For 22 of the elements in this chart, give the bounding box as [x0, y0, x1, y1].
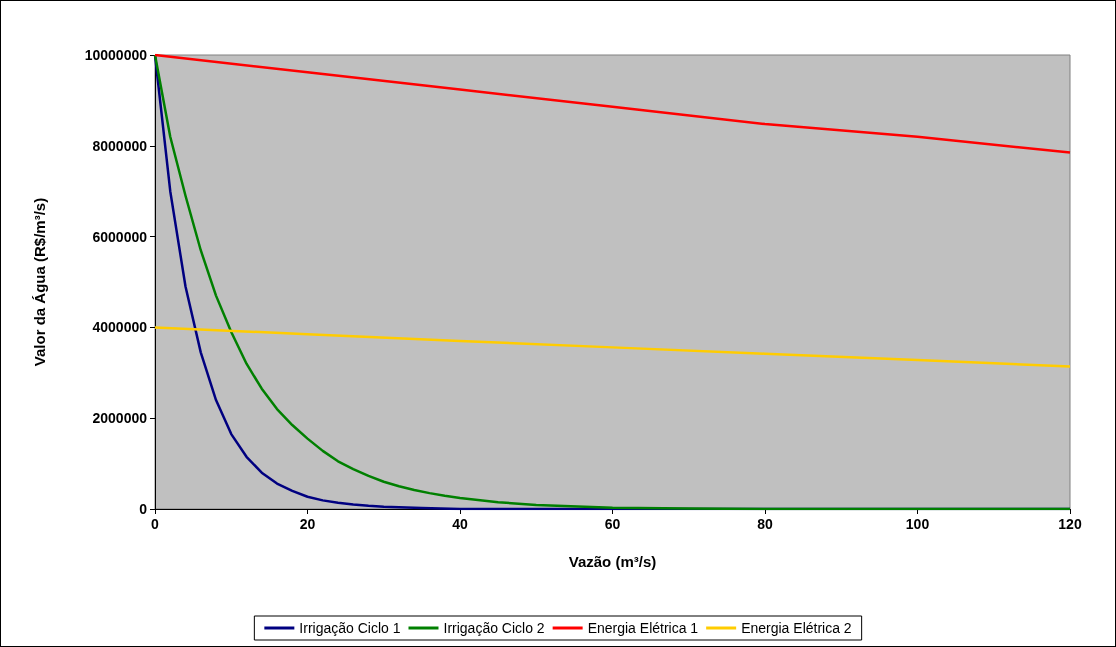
y-tick-label: 4000000 [92, 319, 148, 336]
x-axis-title: Vazão (m³/s) [568, 553, 657, 570]
x-tick-label: 40 [452, 516, 468, 532]
line-series [153, 326, 1072, 368]
y-tick-label: 6000000 [92, 228, 148, 245]
x-tick-label: 100 [905, 516, 930, 532]
y-tick-label: 2000000 [92, 410, 148, 427]
x-tick-label: 80 [757, 516, 773, 532]
x-tick-label: 60 [604, 516, 621, 532]
x-tick-label: 20 [299, 516, 316, 532]
x-tick-label: 0 [151, 516, 160, 532]
legend-label: Energia Elétrica 2 [741, 620, 852, 636]
legend-label: Irrigação Ciclo 1 [299, 620, 401, 636]
x-tick-label: 120 [1058, 516, 1082, 532]
legend-label: Energia Elétrica 1 [587, 620, 699, 636]
line-series [153, 53, 1072, 511]
y-tick-label: 8000000 [92, 137, 148, 154]
y-axis-title: Valor da Água (R$/m³/s) [31, 197, 48, 367]
line-series [153, 53, 1072, 154]
legend-label: Irrigação Ciclo 2 [443, 620, 545, 636]
y-tick-label: 10000000 [84, 47, 148, 63]
y-tick-label: 0 [139, 501, 148, 517]
